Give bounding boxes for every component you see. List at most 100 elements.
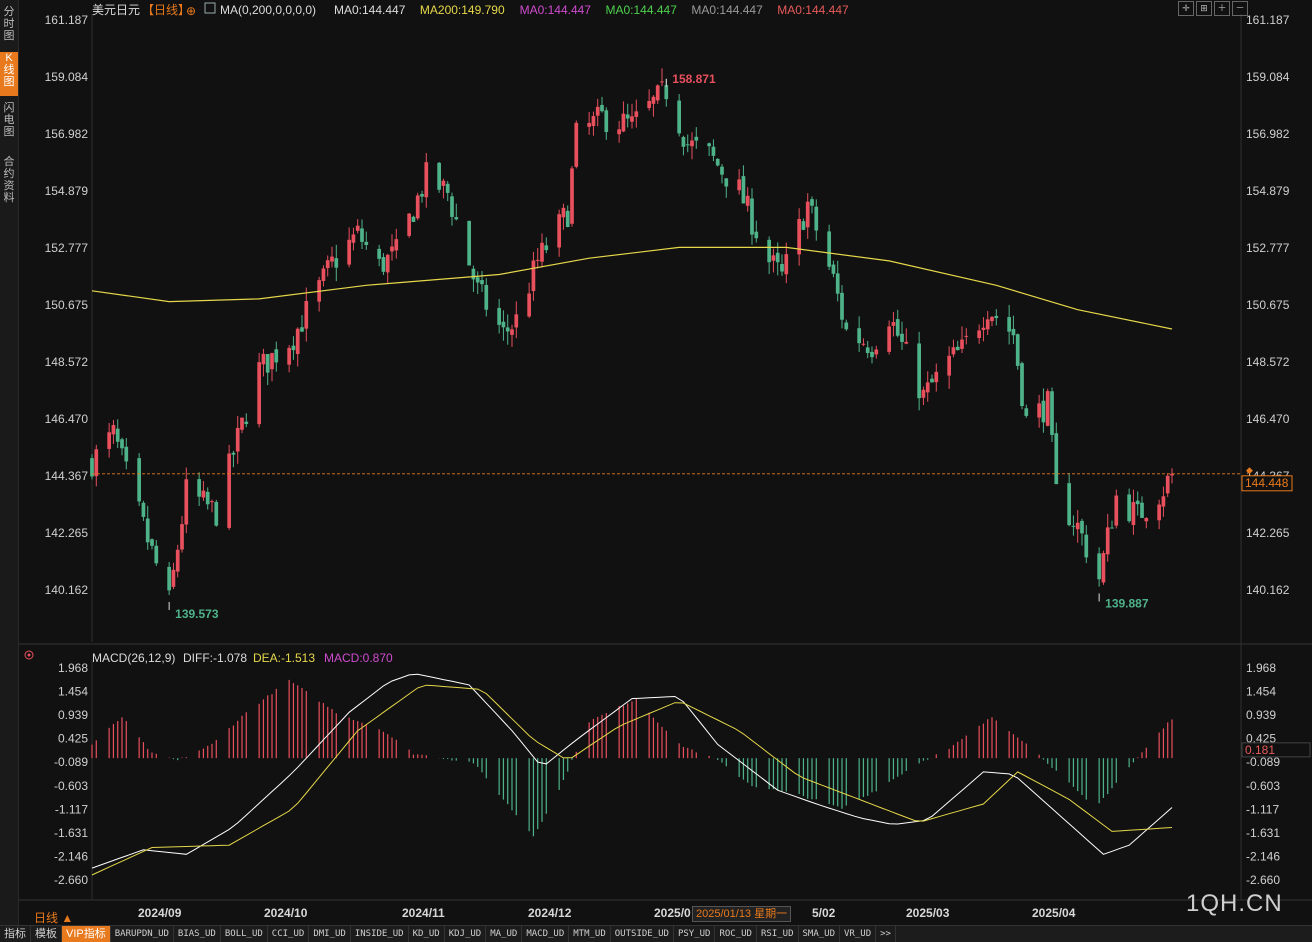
- macd-diff-line: [91, 673, 1173, 869]
- tab-cci[interactable]: CCI_UD: [268, 926, 310, 942]
- tab-contract-info[interactable]: 合约资料: [3, 156, 15, 204]
- x-axis-label: 2024/11: [402, 906, 445, 920]
- tab-kd[interactable]: KD_UD: [409, 926, 445, 942]
- macd-tick-label: 1.454: [1246, 685, 1276, 699]
- period-selector[interactable]: 日线 ▲: [34, 911, 74, 925]
- candle-body: [94, 449, 99, 477]
- candle-body: [771, 255, 776, 261]
- more-tabs-button[interactable]: >>: [876, 926, 896, 942]
- high-label: 158.871: [672, 72, 716, 86]
- candle-body: [857, 328, 861, 344]
- candle-body: [1157, 504, 1161, 521]
- tab-rsi[interactable]: RSI_UD: [757, 926, 799, 942]
- macd-settings-icon[interactable]: [24, 650, 34, 660]
- candle-body: [1140, 502, 1144, 518]
- tab-flash-chart[interactable]: 闪电图: [3, 102, 15, 138]
- candle-body: [660, 81, 664, 83]
- candle-body: [441, 180, 446, 186]
- x-axis-label: 2024/09: [138, 906, 182, 920]
- tab-dmi[interactable]: DMI_UD: [309, 926, 351, 942]
- high-low-annotations: 158.871 139.573 139.887: [168, 72, 1149, 621]
- candle-body: [420, 194, 424, 197]
- candle-body: [377, 248, 381, 259]
- price-tick-label: 152.777: [45, 241, 89, 255]
- candle-body: [574, 122, 579, 167]
- zoom-in-icon[interactable]: ＋: [1214, 1, 1230, 16]
- macd-dea-value: DEA:-1.513: [253, 651, 315, 665]
- tab-outside[interactable]: OUTSIDE_UD: [611, 926, 674, 942]
- tab-sma[interactable]: SMA_UD: [799, 926, 841, 942]
- macd-tick-label: -2.146: [54, 849, 88, 863]
- tab-indicators[interactable]: 指标: [0, 926, 31, 942]
- candle-body: [1127, 494, 1131, 522]
- tab-kline[interactable]: K线图: [0, 52, 18, 96]
- crosshair-icon[interactable]: ✛: [1178, 1, 1194, 16]
- candle-body: [274, 349, 279, 363]
- candle-body: [445, 183, 450, 193]
- tab-bias[interactable]: BIAS_UD: [174, 926, 221, 942]
- price-axis-left: 161.187 159.084 156.982 154.879 152.777 150.6…: [45, 13, 89, 597]
- x-axis-label: 2024/10: [264, 906, 308, 920]
- candle-body: [917, 343, 921, 399]
- price-tick-label: 152.777: [1246, 241, 1290, 255]
- macd-tick-label: -0.603: [1246, 779, 1280, 793]
- tab-vip-indicators[interactable]: VIP指标: [62, 926, 111, 942]
- zoom-out-icon[interactable]: －: [1232, 1, 1248, 16]
- tab-timeshare[interactable]: 分时图: [3, 6, 15, 42]
- candle-body: [257, 362, 261, 425]
- candle-body: [235, 427, 240, 452]
- tab-templates[interactable]: 模板: [31, 926, 62, 942]
- macd-hist-value: MACD:0.870: [324, 651, 393, 665]
- candle-body: [227, 453, 231, 528]
- macd-diff-value: DIFF:-1.078: [183, 651, 247, 665]
- tab-boll[interactable]: BOLL_UD: [221, 926, 268, 942]
- candle-body: [201, 490, 206, 498]
- current-price-box: [1241, 475, 1293, 492]
- candle-body: [887, 326, 891, 352]
- candle-body: [330, 256, 334, 262]
- price-tick-label: 142.265: [45, 526, 89, 540]
- tab-vr[interactable]: VR_UD: [840, 926, 877, 942]
- candle-body: [827, 231, 831, 267]
- candle-body: [411, 216, 416, 222]
- candle-body: [865, 347, 870, 354]
- candle-body: [600, 104, 604, 112]
- x-axis-label: 5/02: [812, 906, 836, 920]
- macd-tick-label: -1.631: [1246, 826, 1280, 840]
- candle-body: [145, 518, 150, 543]
- tab-roc[interactable]: ROC_UD: [715, 926, 757, 942]
- price-tick-label: 156.982: [1246, 127, 1290, 141]
- add-indicator-icon[interactable]: ⊕: [186, 4, 196, 18]
- tab-barupdn[interactable]: BARUPDN_UD: [111, 926, 174, 942]
- candle-body: [115, 428, 120, 442]
- candle-body: [677, 100, 681, 134]
- candlestick-series: [90, 68, 1174, 595]
- ma-legend-item: MA200:149.790: [420, 3, 505, 17]
- candle-body: [270, 353, 274, 370]
- candle-body: [1075, 522, 1080, 530]
- tab-inside[interactable]: INSIDE_UD: [351, 926, 409, 942]
- candle-body: [1170, 473, 1174, 476]
- macd-tick-label: -0.089: [54, 755, 88, 769]
- split-view-icon[interactable]: ⊞: [1196, 1, 1212, 16]
- candle-body: [835, 273, 840, 294]
- candle-body: [921, 389, 926, 398]
- ma-settings[interactable]: MA(0,200,0,0,0,0): [220, 3, 316, 17]
- candle-body: [214, 501, 219, 526]
- period-badge[interactable]: 【日线】: [142, 3, 190, 17]
- x-axis-label: 2025/03: [906, 906, 950, 920]
- candle-body: [385, 254, 390, 273]
- ma-settings-icon[interactable]: [204, 2, 216, 14]
- macd-tick-label: 1.968: [58, 661, 88, 675]
- tab-psy[interactable]: PSY_UD: [674, 926, 716, 942]
- candle-body: [261, 353, 266, 365]
- macd-axis-left: 1.968 1.454 0.939 0.425 -0.089 -0.603 -1.117 -1…: [54, 661, 88, 887]
- tab-macd[interactable]: MACD_UD: [522, 926, 570, 942]
- tab-ma[interactable]: MA_UD: [486, 926, 523, 942]
- candle-body: [870, 351, 874, 358]
- tab-kdj[interactable]: KDJ_UD: [445, 926, 487, 942]
- tab-mtm[interactable]: MTM_UD: [569, 926, 611, 942]
- price-tick-label: 154.879: [1246, 184, 1290, 198]
- candle-body: [595, 106, 600, 116]
